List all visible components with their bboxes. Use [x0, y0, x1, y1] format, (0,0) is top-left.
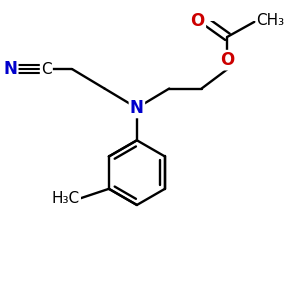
- Text: O: O: [190, 12, 205, 30]
- Text: CH₃: CH₃: [256, 13, 285, 28]
- Text: O: O: [220, 51, 235, 69]
- Text: C: C: [41, 61, 52, 76]
- Text: H₃C: H₃C: [52, 191, 80, 206]
- Text: H₃C: H₃C: [52, 191, 80, 206]
- Text: C: C: [41, 61, 52, 76]
- Text: N: N: [130, 99, 144, 117]
- Text: N: N: [3, 60, 17, 78]
- Text: N: N: [3, 60, 17, 78]
- Text: CH₃: CH₃: [256, 13, 285, 28]
- Text: O: O: [190, 12, 205, 30]
- Text: N: N: [130, 99, 144, 117]
- Text: O: O: [220, 51, 235, 69]
